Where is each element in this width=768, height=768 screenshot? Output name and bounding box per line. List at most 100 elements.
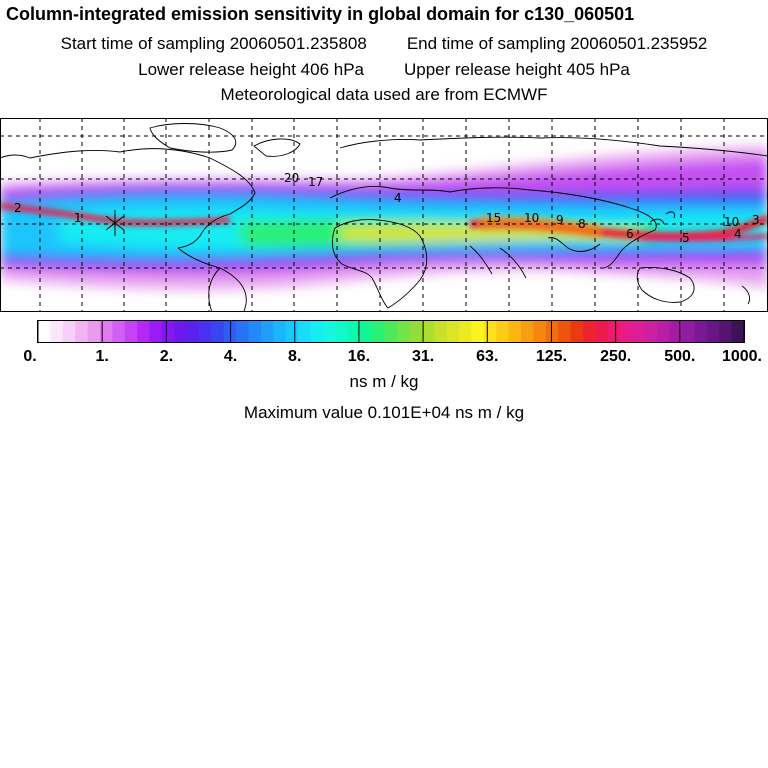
colorbar-cell	[161, 321, 175, 342]
colorbar-cell	[508, 321, 522, 342]
colorbar-cell	[211, 321, 225, 342]
units-label: ns m / kg	[349, 372, 419, 391]
colorbar-cell	[632, 321, 646, 342]
colorbar-cell	[459, 321, 473, 342]
colorbar-cell	[335, 321, 349, 342]
colorbar-cell	[75, 321, 89, 342]
colorbar-cell	[682, 321, 696, 342]
colorbar-labels: 0. 1. 2. 4. 8. 16. 31. 63. 125. 250. 500. 1000.	[23, 348, 762, 365]
contour-label: 20	[284, 171, 299, 185]
met-data-label: Meteorological data used are from ECMWF	[220, 85, 548, 104]
colorbar-cell	[731, 321, 745, 342]
colorbar-cell	[360, 321, 374, 342]
colorbar-cell	[372, 321, 386, 342]
contour-label: 1	[74, 211, 82, 225]
colorbar-cell	[409, 321, 423, 342]
colorbar-cell	[310, 321, 324, 342]
upper-release-label: Upper release height 405 hPa	[404, 60, 630, 79]
max-value-label: Maximum value 0.101E+04 ns m / kg	[243, 403, 525, 422]
colorbar-cell	[471, 321, 485, 342]
colorbar-tick-label: 1.	[96, 348, 109, 365]
contour-label: 2	[14, 201, 22, 215]
colorbar-cell	[706, 321, 720, 342]
release-heights: Lower release height 406 hPa Upper releas…	[0, 60, 768, 80]
colorbar-cell	[236, 321, 250, 342]
colorbar-cell	[112, 321, 126, 342]
colorbar-cell	[570, 321, 584, 342]
colorbar-tick-label: 250.	[600, 348, 631, 365]
colorbar-tick-label: 16.	[348, 348, 370, 365]
colorbar-cell	[174, 321, 188, 342]
contour-label: 10	[724, 215, 739, 229]
colorbar-cell	[384, 321, 398, 342]
end-time-label: End time of sampling 20060501.235952	[406, 34, 708, 53]
colorbar-cell	[322, 321, 336, 342]
colorbar-cells	[38, 321, 745, 342]
colorbar-cell	[50, 321, 64, 342]
colorbar-cell	[607, 321, 621, 342]
colorbar-cell	[186, 321, 200, 342]
colorbar-tick-label: 63.	[476, 348, 498, 365]
color-legend: 0. 1. 2. 4. 8. 16. 31. 63. 125. 250. 500. 1000.	[23, 320, 762, 365]
sampling-times: Start time of sampling 20060501.235808 En…	[0, 34, 768, 54]
colorbar-cell	[248, 321, 262, 342]
colorbar-frame	[37, 320, 745, 343]
colorbar-cell	[124, 321, 138, 342]
colorbar-cell	[199, 321, 213, 342]
colorbar-cell	[298, 321, 312, 342]
colorbar-cell	[421, 321, 435, 342]
colorbar-cell	[260, 321, 274, 342]
colorbar-cell	[62, 321, 76, 342]
colorbar-cell	[397, 321, 411, 342]
colorbar-cell	[620, 321, 634, 342]
colorbar-tick-label: 500.	[664, 348, 695, 365]
colorbar-cell	[496, 321, 510, 342]
contour-label: 15	[486, 211, 501, 225]
coastlines	[0, 123, 768, 312]
contour-label: 6	[626, 227, 634, 241]
colorbar-cell	[434, 321, 448, 342]
sensitivity-map: 20 17 2 1 4 15 10 9 8 6 5 4 3 10	[0, 118, 768, 312]
colorbar-cell	[137, 321, 151, 342]
contour-label: 17	[308, 175, 323, 189]
colorbar-tick-label: 4.	[224, 348, 237, 365]
colorbar-tick-label: 125.	[536, 348, 567, 365]
colorbar-cell	[719, 321, 733, 342]
colorbar-cell	[483, 321, 497, 342]
sensitivity-field	[0, 146, 768, 290]
contour-labels: 20 17 2 1 4 15 10 9 8 6 5 4 3 10	[14, 171, 760, 245]
contour-label: 5	[682, 231, 690, 245]
contour-label: 4	[734, 227, 742, 241]
colorbar-cell	[99, 321, 113, 342]
receptor-marker	[105, 210, 125, 236]
colorbar-cell	[694, 321, 708, 342]
colorbar-tick-label: 2.	[160, 348, 173, 365]
contour-label: 10	[524, 211, 539, 225]
colorbar-tick-label: 1000.	[722, 348, 762, 365]
colorbar-cell	[273, 321, 287, 342]
colorbar-cell	[582, 321, 596, 342]
colorbar-cell	[644, 321, 658, 342]
colorbar-cell	[545, 321, 559, 342]
colorbar-cell	[521, 321, 535, 342]
colorbar-cell	[87, 321, 101, 342]
colorbar-tick-label: 0.	[23, 348, 36, 365]
contour-label: 3	[752, 213, 760, 227]
colorbar-cell	[669, 321, 683, 342]
contour-label: 9	[556, 213, 564, 227]
colorbar-cell	[657, 321, 671, 342]
colorbar-cell	[595, 321, 609, 342]
colorbar-cell	[533, 321, 547, 342]
colorbar-cell	[285, 321, 299, 342]
colorbar-cell	[149, 321, 163, 342]
contour-label: 8	[578, 217, 586, 231]
start-time-label: Start time of sampling 20060501.235808	[60, 34, 367, 53]
colorbar-cell	[446, 321, 460, 342]
lower-release-label: Lower release height 406 hPa	[138, 60, 364, 79]
plot-title: Column-integrated emission sensitivity i…	[6, 4, 635, 24]
colorbar-tick-label: 8.	[288, 348, 301, 365]
colorbar-cell	[38, 321, 51, 342]
colorbar-tick-label: 31.	[412, 348, 434, 365]
contour-label: 4	[394, 191, 402, 205]
colorbar-cell	[347, 321, 361, 342]
